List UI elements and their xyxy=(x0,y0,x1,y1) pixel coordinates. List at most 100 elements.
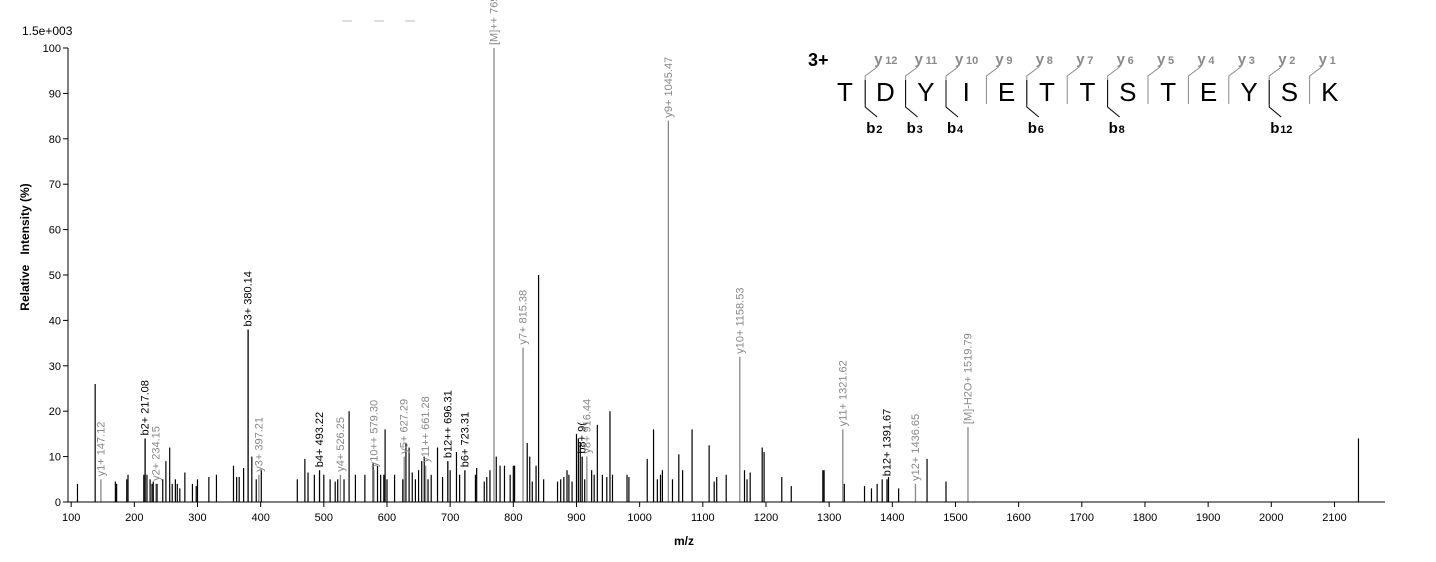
sequence-residue: I xyxy=(963,77,970,107)
y-ticks: 0 10 20 30 40 50 60 70 80 90 100 xyxy=(43,43,68,509)
peak-annotation: b4+ 493.22 xyxy=(314,412,326,467)
b-ion-index: 4 xyxy=(957,124,964,136)
y-ion-bracket xyxy=(1268,66,1282,104)
peak-annotation: y4+ 526.25 xyxy=(335,417,347,472)
y-ion-name: y xyxy=(874,51,883,68)
y-ion-index: 5 xyxy=(1168,55,1174,67)
b-ion-name: b xyxy=(947,120,956,137)
x-tick-label: 2100 xyxy=(1322,512,1346,524)
y-ion-index: 7 xyxy=(1087,55,1093,67)
y-ion-index: 2 xyxy=(1289,55,1295,67)
sequence-residue: Y xyxy=(917,77,934,107)
y-ion-index: 3 xyxy=(1249,55,1255,67)
y-ion-bracket xyxy=(1228,66,1242,104)
x-axis-title: m/z xyxy=(674,534,694,548)
b-ion-index: 12 xyxy=(1280,124,1292,136)
x-ticks: 100 200 300 400 500 600 700 800 900 1000 1100 1200 1… xyxy=(62,502,1347,524)
peak-annotation: b2+ 217.08 xyxy=(140,380,152,435)
peak-annotation: y11+ 1321.62 xyxy=(837,360,849,426)
peak-annotation: y11++ 661.28 xyxy=(420,396,432,462)
peak-annotation: [M]-H2O+ 1519.79 xyxy=(962,333,974,424)
sequence-residue: T xyxy=(837,77,853,107)
axes: 100 200 300 400 500 600 700 800 900 1000 1100 1200 1… xyxy=(43,43,1385,524)
y-tick-label: 40 xyxy=(49,315,61,327)
y-tick-label: 90 xyxy=(49,88,61,100)
y-ion-index: 12 xyxy=(885,55,897,67)
peak-annotation: y10+ 1158.53 xyxy=(734,288,746,354)
peak-annotation: y1+ 147.12 xyxy=(95,422,107,477)
y-ion-index: 11 xyxy=(926,55,938,67)
x-tick-label: 400 xyxy=(251,512,269,524)
x-tick-label: 1000 xyxy=(627,512,651,524)
y-ion-index: 1 xyxy=(1330,55,1336,67)
x-tick-label: 900 xyxy=(567,512,585,524)
b-ion-bracket xyxy=(1026,80,1040,118)
y-tick-label: 20 xyxy=(49,406,61,418)
y-ion-index: 6 xyxy=(1128,55,1134,67)
y-tick-label: 70 xyxy=(49,179,61,191)
peak-annotation: y10++ 579.30 xyxy=(368,400,380,467)
y-ion-name: y xyxy=(1117,51,1126,68)
y-ion-name: y xyxy=(1278,51,1287,68)
b-ion-bracket xyxy=(1107,80,1120,118)
y-ion-name: y xyxy=(1157,51,1166,68)
peak-annotation: b3+ 380.14 xyxy=(243,271,255,326)
y-tick-label: 60 xyxy=(49,225,61,237)
sequence-residue: D xyxy=(876,77,895,107)
y-ion-name: y xyxy=(955,51,964,68)
x-tick-label: 1300 xyxy=(817,512,841,524)
y-ion-index: 8 xyxy=(1047,55,1053,67)
x-tick-label: 500 xyxy=(315,512,333,524)
sequence-residue: Y xyxy=(1240,77,1257,107)
peak-annotation: y5+ 627.29 xyxy=(399,399,411,454)
x-tick-label: 800 xyxy=(504,512,522,524)
y-ion-name: y xyxy=(1076,51,1085,68)
y-ion-name: y xyxy=(915,51,924,68)
b-ion-name: b xyxy=(1270,120,1279,137)
b-ion-index: 6 xyxy=(1038,124,1044,136)
b-ion-index: 8 xyxy=(1119,124,1125,136)
peak-annotation: y2+ 234.15 xyxy=(150,426,162,481)
x-tick-label: 1100 xyxy=(691,512,715,524)
sequence-residue: S xyxy=(1119,77,1136,107)
y-ion-name: y xyxy=(1197,51,1206,68)
peak-layer xyxy=(76,48,1360,502)
x-tick-label: 1900 xyxy=(1196,512,1220,524)
y-ion-bracket xyxy=(985,66,999,104)
b-ion-bracket xyxy=(1268,80,1282,118)
y-tick-label: 100 xyxy=(43,43,61,55)
peak-annotation: y8+ 916.44 xyxy=(581,399,593,454)
x-tick-label: 600 xyxy=(378,512,396,524)
y-ion-bracket xyxy=(1066,66,1080,104)
b-ion-name: b xyxy=(1109,120,1118,137)
y-ion-name: y xyxy=(1319,51,1328,68)
peak-annotation: b12+ 1391.67 xyxy=(882,409,894,477)
y-axis-title: Relative Intensity (%) xyxy=(18,183,32,310)
peak-annotation: y7+ 815.38 xyxy=(518,290,530,345)
y-ion-bracket xyxy=(1107,66,1120,104)
sequence-residue: T xyxy=(1079,77,1095,107)
y-tick-label: 50 xyxy=(49,270,61,282)
x-tick-label: 700 xyxy=(441,512,459,524)
y-ion-index: 10 xyxy=(966,55,978,67)
sequence-residue: K xyxy=(1321,77,1339,107)
b-ion-bracket xyxy=(905,80,918,118)
peak-annotation: [M]++ 769.39 xyxy=(488,0,500,45)
y-ion-name: y xyxy=(995,51,1004,68)
y-tick-label: 80 xyxy=(49,134,61,146)
y-ion-index: 4 xyxy=(1208,55,1215,67)
x-tick-label: 1200 xyxy=(754,512,778,524)
y-ion-name: y xyxy=(1036,51,1045,68)
sequence-residue: E xyxy=(998,77,1015,107)
intensity-scale-label: 1.5e+003 xyxy=(22,24,73,38)
x-tick-label: 1400 xyxy=(880,512,904,524)
y-ion-bracket xyxy=(1026,66,1040,104)
x-tick-label: 200 xyxy=(125,512,143,524)
y-ion-name: y xyxy=(1238,51,1247,68)
x-tick-label: 1800 xyxy=(1133,512,1157,524)
y-ion-bracket xyxy=(1187,66,1201,104)
peak-annotation: b8+ 9( xyxy=(577,422,589,454)
y-ion-bracket xyxy=(905,66,918,104)
